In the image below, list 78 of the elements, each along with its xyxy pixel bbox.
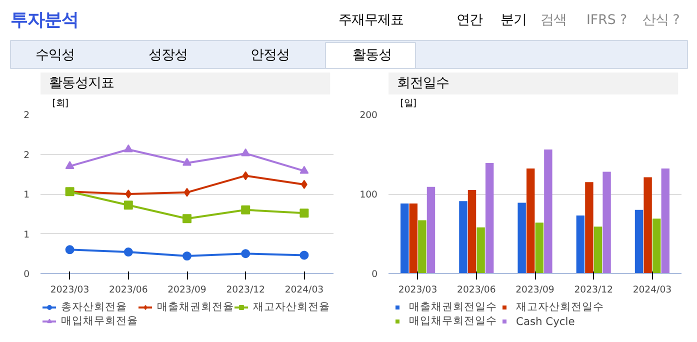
bar: [518, 202, 526, 274]
legend-label: Cash Cycle: [516, 314, 575, 328]
y-tick-label: 2: [24, 150, 30, 161]
point: [241, 249, 250, 258]
point: [241, 205, 250, 214]
point: [300, 208, 309, 218]
bar: [602, 172, 611, 274]
text: IFRS ?: [586, 13, 628, 28]
x-tick-label: 2024/03: [632, 284, 672, 296]
x-tick-label: 2023/12: [226, 284, 265, 296]
bar: [409, 204, 418, 274]
text: 연간: [456, 13, 482, 28]
point: [124, 144, 133, 152]
text: 활동성: [352, 48, 392, 63]
bar: [544, 149, 552, 274]
bar: [476, 227, 485, 274]
bar: [634, 210, 644, 274]
text: 수익성: [36, 48, 74, 63]
point: [241, 148, 250, 156]
legend-label: 매입채무회전일수: [409, 314, 497, 328]
text: 검색: [540, 13, 566, 28]
point: [182, 252, 192, 260]
x-tick-label: 2023/09: [168, 284, 206, 296]
legend-label: 매입채무회전율: [61, 314, 138, 328]
bar: [644, 177, 652, 274]
point: [184, 188, 190, 197]
bar: [652, 218, 661, 274]
legend-label: 재고자산회전일수: [516, 300, 604, 314]
y-tick-label: 2: [24, 110, 30, 121]
x-tick-label: 2023/03: [398, 284, 438, 296]
point: [125, 190, 132, 198]
bar: [526, 168, 535, 274]
x-tick-label: 2023/06: [109, 284, 148, 296]
legend-label: 재고자산회전율: [253, 300, 330, 314]
point: [124, 248, 133, 257]
bar: [400, 204, 409, 274]
point: [300, 250, 309, 260]
point: [182, 214, 192, 224]
x-tick-label: 2024/03: [284, 284, 324, 296]
y-axis-title: [일]: [400, 98, 417, 109]
x-tick-label: 2023/12: [574, 284, 613, 296]
y-tick-label: 1: [24, 190, 30, 200]
bar: [485, 162, 494, 274]
y-axis-title: [회]: [52, 98, 69, 109]
point: [242, 171, 249, 180]
legend-label: 총자산회전율: [61, 300, 127, 314]
text: 안정성: [250, 48, 290, 63]
bar: [576, 215, 585, 274]
x-tick-label: 2023/06: [457, 284, 496, 296]
y-tick-label: 0: [372, 269, 378, 280]
legend-label: 매출채권회전일수: [409, 300, 497, 314]
x-tick-label: 2023/03: [50, 284, 90, 296]
y-tick-label: 100: [360, 190, 378, 200]
bar: [535, 222, 544, 274]
legend-label: 매출채권회전율: [157, 300, 234, 314]
bar: [468, 190, 476, 274]
chart-title: 활동성지표: [48, 76, 114, 91]
bar: [585, 182, 594, 274]
text: 주재무제표: [338, 13, 404, 28]
bar: [594, 226, 602, 274]
x-tick-label: 2023/09: [516, 284, 554, 296]
point: [65, 161, 74, 169]
y-tick-label: 1: [24, 229, 30, 240]
point: [65, 245, 74, 254]
point: [182, 158, 192, 166]
point: [300, 166, 309, 174]
bar: [426, 186, 436, 274]
bar: [459, 201, 468, 274]
bar: [661, 168, 670, 274]
text: 성장성: [148, 48, 188, 63]
y-tick-label: 0: [24, 269, 30, 280]
bar: [418, 220, 426, 274]
chart-title: 회전일수: [396, 76, 449, 91]
text: 산식 ?: [642, 13, 680, 28]
text: 분기: [500, 13, 526, 28]
text: 투자분석: [10, 10, 78, 30]
point: [124, 200, 133, 210]
y-tick-label: 200: [360, 110, 378, 121]
